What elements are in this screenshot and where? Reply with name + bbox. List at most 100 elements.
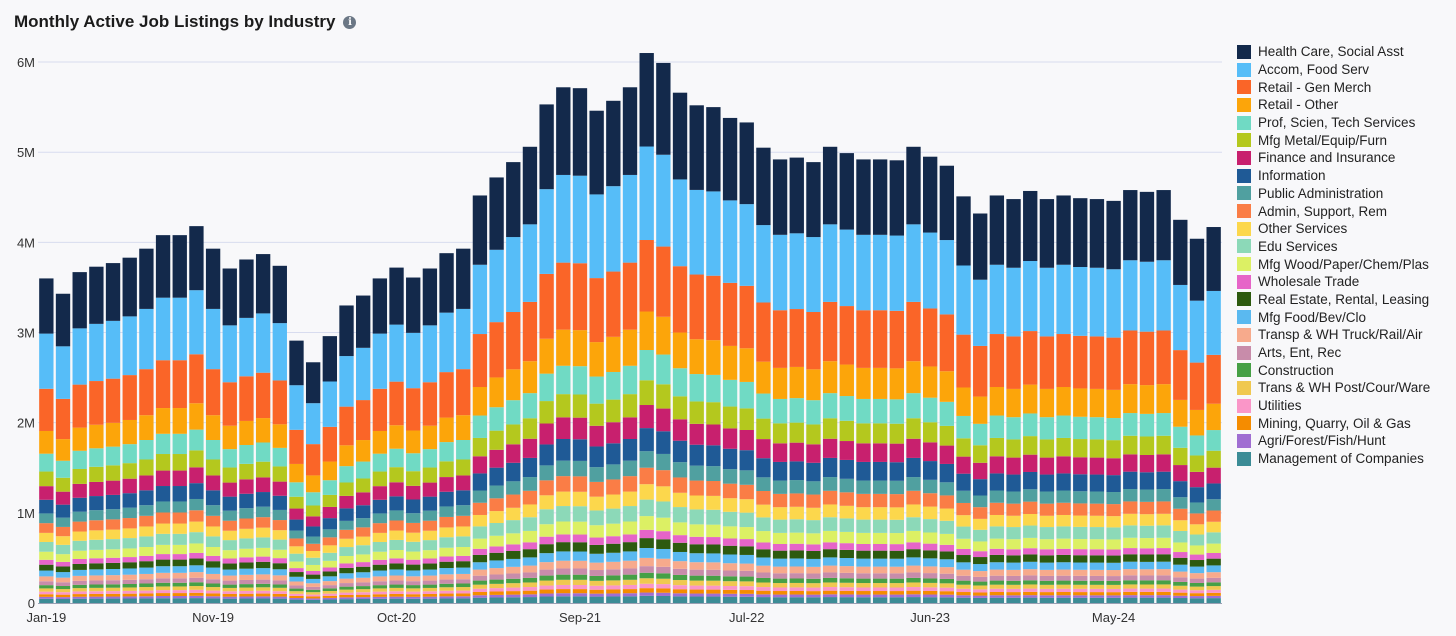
bar-segment [372, 486, 388, 500]
bar-segment [689, 274, 704, 340]
bar-segment [722, 538, 738, 546]
legend-item[interactable]: Health Care, Social Asst [1237, 43, 1452, 61]
legend-item[interactable]: Mfg Food/Bev/Clo [1237, 308, 1452, 326]
legend-item[interactable]: Management of Companies [1237, 450, 1452, 468]
bar-segment [656, 486, 671, 502]
bar-segment [272, 539, 287, 550]
legend-item[interactable]: Construction [1237, 361, 1452, 379]
bar-segment [105, 598, 121, 603]
bar-segment [739, 381, 754, 409]
legend-item[interactable]: Edu Services [1237, 238, 1452, 256]
bar-segment [1056, 415, 1071, 438]
bar-stack [439, 253, 454, 603]
legend-item[interactable]: Agri/Forest/Fish/Hunt [1237, 432, 1452, 450]
bar-segment [172, 501, 187, 513]
bar-segment [906, 490, 921, 505]
legend-item[interactable]: Utilities [1237, 397, 1452, 415]
bar-segment [1023, 569, 1038, 576]
bar-segment [606, 575, 621, 581]
bar-segment [305, 362, 321, 404]
bar-segment [456, 490, 471, 506]
bar-segment [189, 582, 204, 587]
bar-segment [89, 424, 104, 449]
bar-segment [572, 574, 588, 580]
bar-segment [472, 195, 488, 265]
bar-segment [406, 559, 421, 565]
bar-segment [1189, 534, 1205, 546]
legend-item[interactable]: Accom, Food Serv [1237, 61, 1452, 79]
bar-segment [1173, 284, 1188, 351]
bar-segment [406, 585, 421, 589]
bar-segment [456, 526, 471, 537]
bar-segment [1139, 591, 1155, 596]
bar-segment [1173, 589, 1188, 593]
bar-segment [155, 408, 171, 434]
bar-segment [789, 587, 804, 591]
legend-item[interactable]: Admin, Support, Rem [1237, 202, 1452, 220]
bar-segment [439, 491, 454, 507]
bar-segment [939, 401, 955, 426]
bar-segment [539, 401, 554, 424]
legend-item[interactable]: Retail - Other [1237, 96, 1452, 114]
info-icon[interactable]: i [343, 15, 357, 29]
bar-segment [856, 532, 871, 544]
bar-segment [139, 308, 154, 370]
bar-segment [139, 593, 154, 597]
bar-segment [1073, 503, 1088, 516]
legend-item[interactable]: Information [1237, 167, 1452, 185]
bar-segment [1089, 584, 1105, 589]
legend-item[interactable]: Finance and Insurance [1237, 149, 1452, 167]
bar-segment [806, 566, 821, 574]
bar-segment [989, 592, 1005, 596]
bar-segment [722, 448, 738, 470]
bar-segment [1023, 537, 1038, 549]
bar-segment [689, 544, 704, 554]
legend-item[interactable]: Prof, Scien, Tech Services [1237, 114, 1452, 132]
bar-segment [489, 449, 504, 468]
bar-segment [856, 423, 871, 444]
legend-item[interactable]: Mfg Wood/Paper/Chem/Plas [1237, 255, 1452, 273]
bar-segment [656, 453, 671, 471]
bar-segment [872, 573, 888, 579]
bar-segment [839, 597, 854, 603]
bar-segment [456, 573, 471, 580]
bar-segment [155, 572, 171, 579]
legend-item[interactable]: Retail - Gen Merch [1237, 78, 1452, 96]
bar-segment [1089, 597, 1105, 603]
bar-segment [572, 596, 588, 603]
legend-item[interactable]: Mfg Metal/Equip/Furn [1237, 131, 1452, 149]
bar-segment [839, 153, 854, 230]
bar-segment [1073, 575, 1088, 581]
bar-segment [706, 589, 721, 594]
bar-segment [822, 477, 838, 491]
bar-segment [439, 598, 454, 603]
bar-segment [39, 499, 54, 514]
bar-segment [356, 545, 371, 555]
bar-segment [222, 587, 237, 592]
legend-item[interactable]: Real Estate, Rental, Leasing [1237, 291, 1452, 309]
legend-item[interactable]: Public Administration [1237, 185, 1452, 203]
legend-item[interactable]: Arts, Ent, Rec [1237, 344, 1452, 362]
legend-item[interactable]: Trans & WH Post/Cour/Ware [1237, 379, 1452, 397]
bar-segment [956, 334, 971, 388]
bar-segment [639, 484, 654, 500]
legend-item[interactable]: Wholesale Trade [1237, 273, 1452, 291]
bar-segment [606, 371, 621, 400]
bar-segment [656, 595, 671, 603]
bar-segment [939, 591, 955, 595]
bar-segment [1156, 525, 1171, 538]
legend-item[interactable]: Transp & WH Truck/Rail/Air [1237, 326, 1452, 344]
bar-segment [506, 591, 521, 595]
legend-item[interactable]: Mining, Quarry, Oil & Gas [1237, 414, 1452, 432]
bar-segment [1056, 264, 1071, 335]
bar-segment [422, 598, 438, 603]
bar-segment [139, 515, 154, 527]
bar-segment [439, 593, 454, 597]
bar-segment [289, 538, 304, 547]
bar-segment [1089, 388, 1105, 418]
legend-item[interactable]: Other Services [1237, 220, 1452, 238]
bar-segment [155, 360, 171, 409]
bar-segment [806, 578, 821, 584]
bar-segment [973, 576, 988, 582]
bar-segment [789, 461, 804, 481]
